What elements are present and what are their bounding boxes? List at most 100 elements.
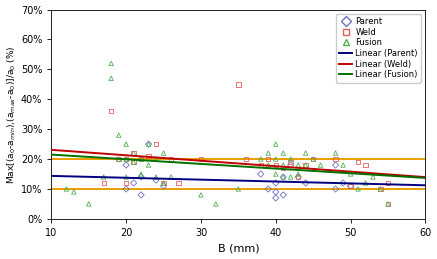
Point — [108, 109, 114, 113]
Point — [272, 181, 279, 185]
Point — [354, 187, 361, 191]
Point — [243, 157, 250, 161]
Point — [153, 157, 160, 161]
Point — [153, 175, 160, 179]
Point — [317, 163, 324, 167]
Point — [198, 193, 205, 197]
Point — [115, 157, 122, 161]
Point — [167, 175, 174, 179]
Point — [385, 202, 392, 206]
Point — [145, 163, 152, 167]
Point — [123, 157, 130, 161]
Point — [265, 151, 272, 155]
Point — [160, 151, 167, 155]
Point — [340, 181, 347, 185]
Point — [138, 175, 145, 179]
Point — [377, 187, 384, 191]
Point — [160, 181, 167, 185]
Point — [302, 181, 309, 185]
Point — [280, 193, 287, 197]
Point — [362, 181, 369, 185]
Point — [272, 172, 279, 176]
Point — [123, 142, 130, 146]
Point — [130, 160, 137, 164]
Point — [287, 160, 294, 164]
Point — [347, 184, 354, 188]
Point — [160, 181, 167, 185]
Point — [115, 157, 122, 161]
Point — [130, 181, 137, 185]
Point — [130, 151, 137, 155]
Point — [295, 172, 302, 176]
Point — [302, 151, 309, 155]
Point — [108, 61, 114, 66]
Point — [347, 184, 354, 188]
Point — [354, 160, 361, 164]
Point — [130, 151, 137, 155]
Point — [332, 187, 339, 191]
Point — [108, 76, 114, 80]
Point — [130, 160, 137, 164]
Point — [385, 181, 392, 185]
Point — [362, 163, 369, 167]
Point — [212, 202, 219, 206]
Point — [385, 202, 392, 206]
Point — [295, 175, 302, 179]
Point — [280, 175, 287, 179]
Point — [310, 157, 317, 161]
Point — [70, 190, 77, 194]
X-axis label: B (mm): B (mm) — [218, 243, 259, 254]
Point — [272, 157, 279, 161]
Point — [332, 151, 339, 155]
Point — [85, 202, 92, 206]
Point — [265, 163, 272, 167]
Point — [123, 187, 130, 191]
Point — [280, 166, 287, 170]
Point — [257, 172, 264, 176]
Point — [272, 163, 279, 167]
Point — [123, 175, 130, 179]
Point — [175, 181, 182, 185]
Point — [265, 187, 272, 191]
Point — [272, 142, 279, 146]
Point — [302, 163, 309, 167]
Point — [257, 157, 264, 161]
Point — [235, 187, 242, 191]
Point — [145, 154, 152, 158]
Point — [198, 157, 205, 161]
Point — [302, 163, 309, 167]
Point — [295, 163, 302, 167]
Point — [257, 163, 264, 167]
Point — [138, 172, 145, 176]
Point — [115, 133, 122, 137]
Point — [100, 181, 107, 185]
Point — [153, 178, 160, 182]
Point — [347, 172, 354, 176]
Point — [138, 193, 145, 197]
Point — [145, 142, 152, 146]
Point — [332, 163, 339, 167]
Point — [265, 157, 272, 161]
Point — [123, 157, 130, 161]
Point — [280, 175, 287, 179]
Point — [295, 175, 302, 179]
Point — [332, 157, 339, 161]
Point — [272, 196, 279, 200]
Point — [138, 157, 145, 161]
Point — [63, 187, 70, 191]
Point — [287, 175, 294, 179]
Legend: Parent, Weld, Fusion, Linear (Parent), Linear (Weld), Linear (Fusion): Parent, Weld, Fusion, Linear (Parent), L… — [336, 14, 421, 83]
Y-axis label: Max[(a$_0$-a$_{min}$),(a$_{max}$-a$_0$)]/a$_0$ (%): Max[(a$_0$-a$_{min}$),(a$_{max}$-a$_0$)]… — [6, 45, 18, 184]
Point — [235, 82, 242, 87]
Point — [123, 163, 130, 167]
Point — [167, 157, 174, 161]
Point — [153, 142, 160, 146]
Point — [145, 142, 152, 146]
Point — [100, 175, 107, 179]
Point — [280, 151, 287, 155]
Point — [160, 184, 167, 188]
Point — [280, 163, 287, 167]
Point — [123, 181, 130, 185]
Point — [287, 157, 294, 161]
Point — [138, 157, 145, 161]
